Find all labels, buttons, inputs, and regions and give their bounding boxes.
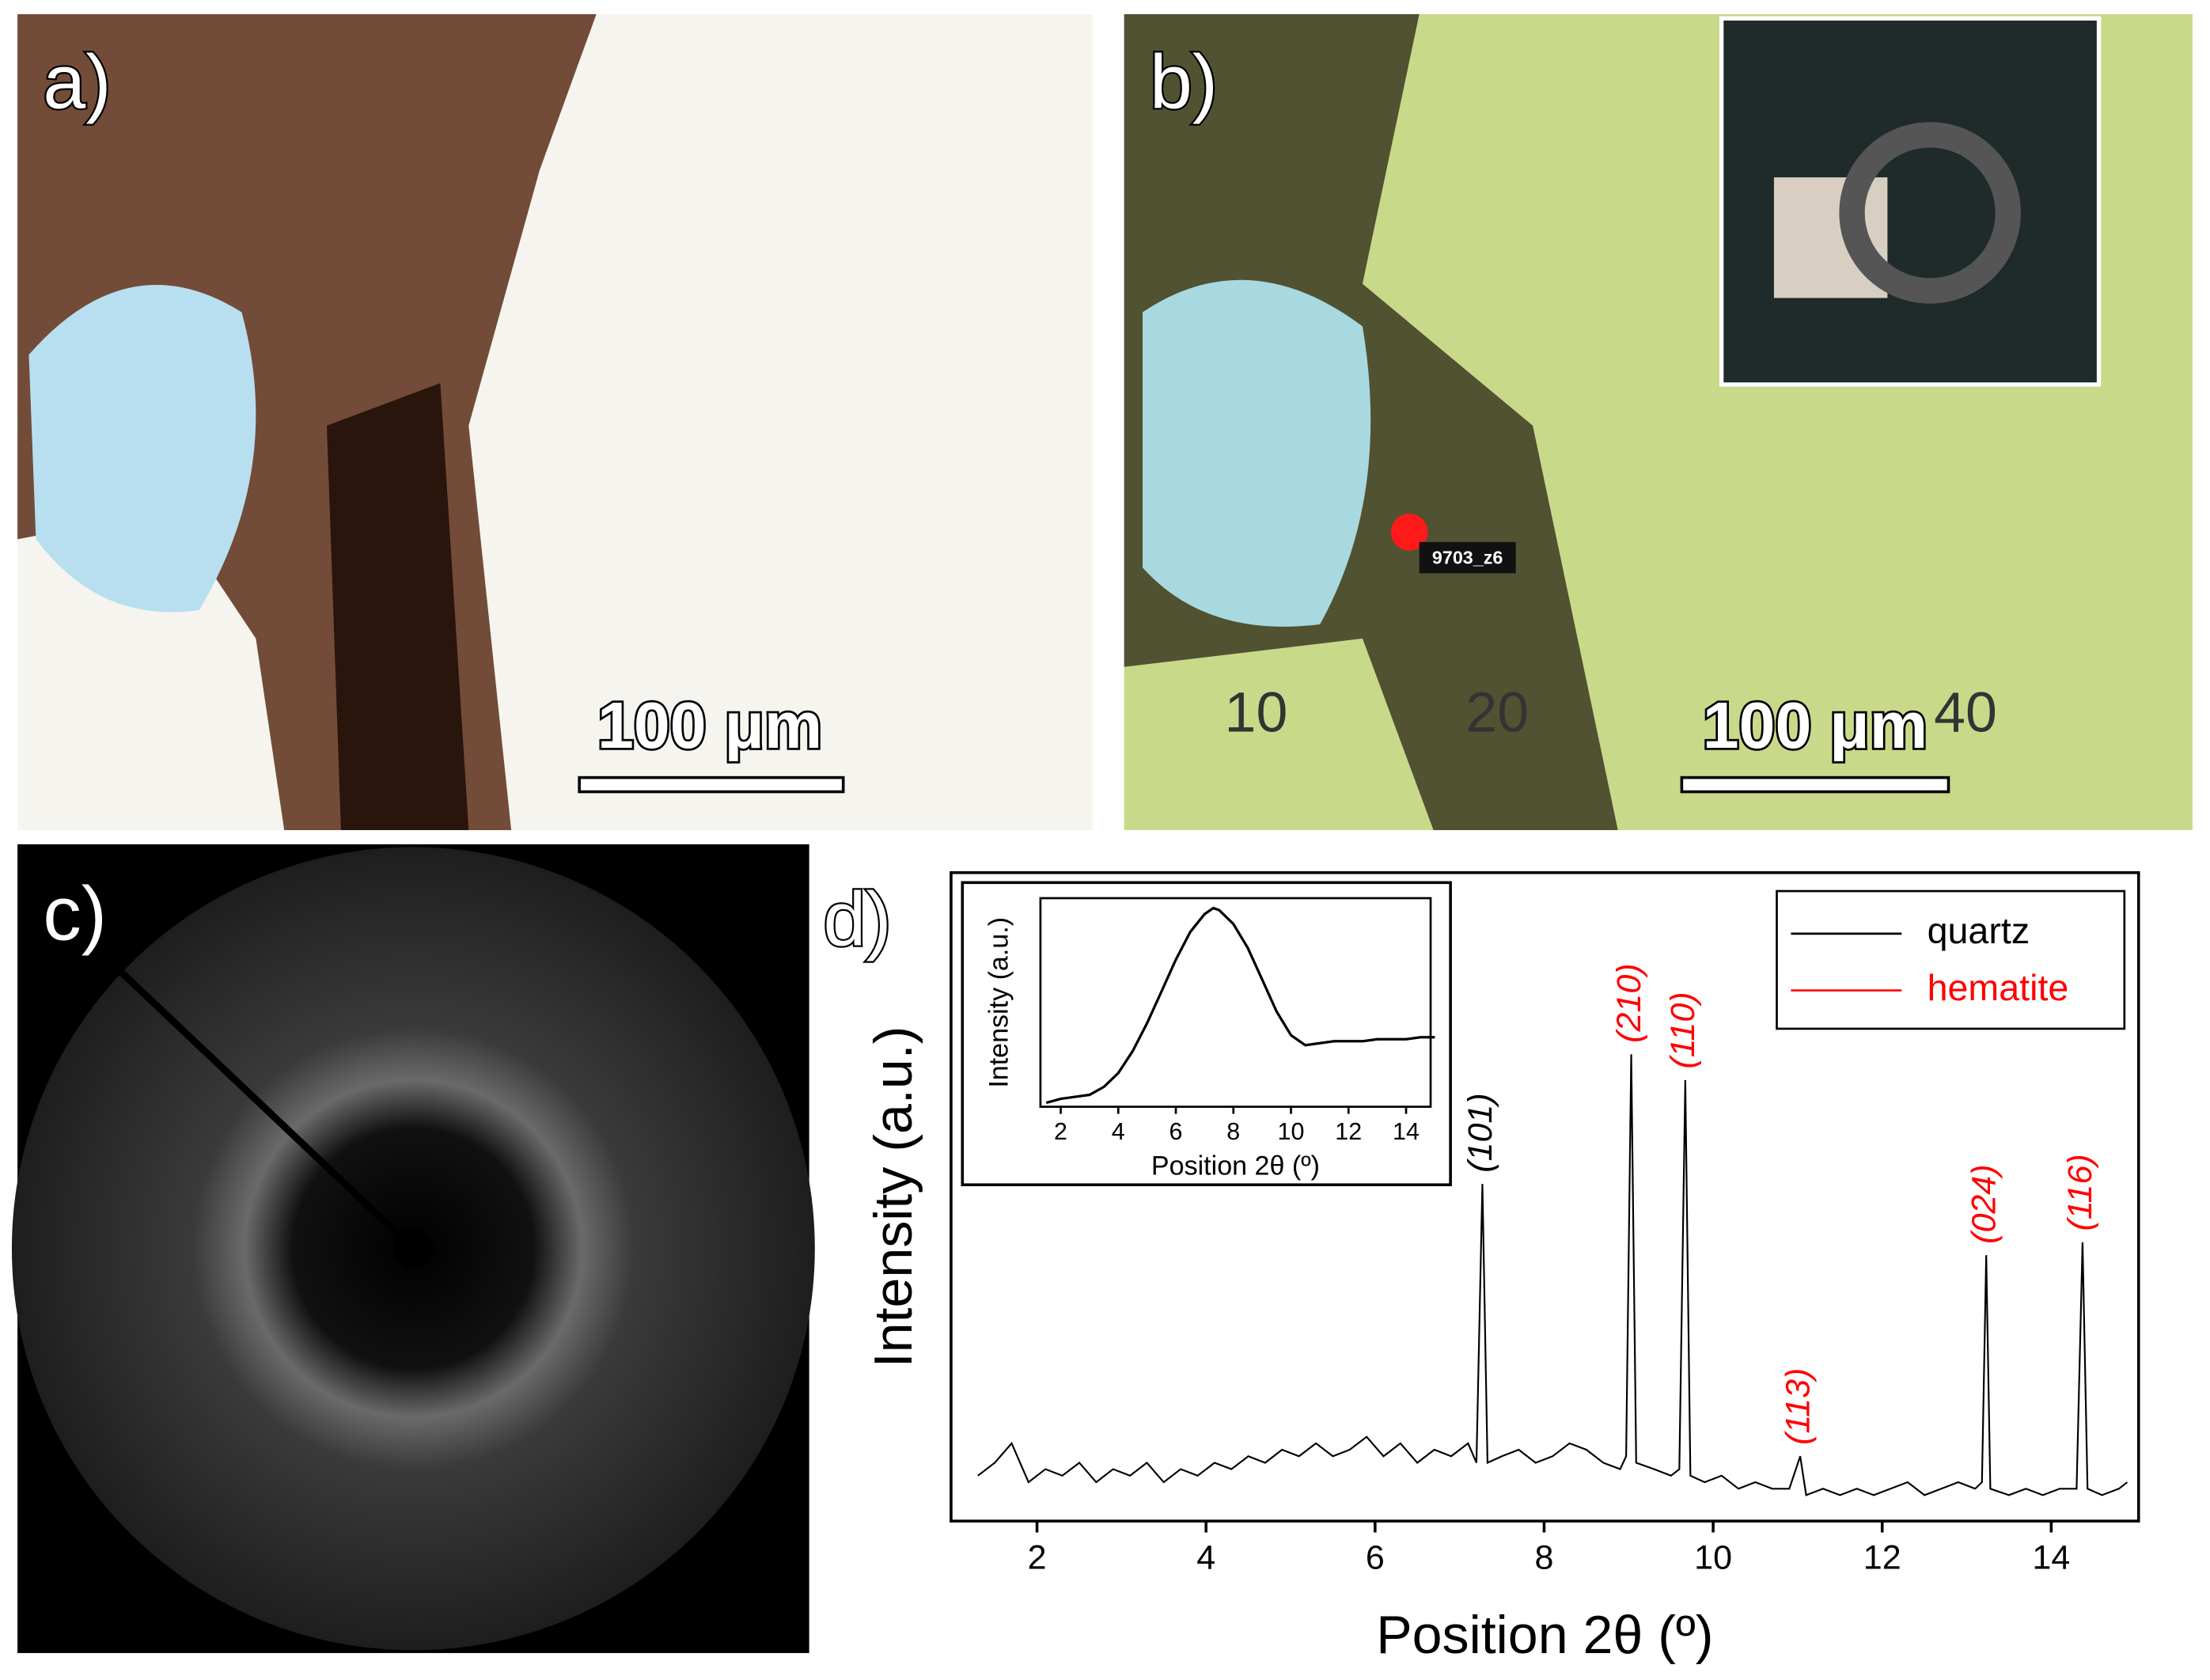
- beam-stop-center: [393, 1228, 434, 1269]
- plot-frame: [1039, 897, 1432, 1108]
- peak-label: (101): [1461, 1093, 1499, 1172]
- data-line: [1045, 906, 1435, 1105]
- beam-stop: [118, 969, 416, 1252]
- point-label: 9703_z6: [1432, 548, 1503, 568]
- dark-region: [1124, 13, 1618, 830]
- x-tick-label: 6: [1169, 1118, 1183, 1145]
- x-tick-label: 10: [1694, 1538, 1732, 1576]
- x-tick-label: 2: [1028, 1538, 1047, 1576]
- panel-label: b): [1150, 39, 1218, 125]
- y-axis-label: Intensity (a.u.): [863, 1026, 923, 1368]
- panel-b: 9703_z6 10 20 40 b) 100 μm: [1124, 13, 2193, 830]
- crystal: [1143, 279, 1371, 627]
- x-tick-label: 14: [2032, 1538, 2070, 1576]
- goniometer: [1839, 122, 2021, 304]
- ruler-label: 40: [1934, 681, 1997, 744]
- x-tick-label: 6: [1366, 1538, 1385, 1576]
- x-tick-label: 2: [1054, 1118, 1067, 1145]
- x-tick-label: 8: [1534, 1538, 1553, 1576]
- x-tick-label: 8: [1226, 1118, 1240, 1145]
- x-tick-label: 12: [1863, 1538, 1901, 1576]
- ruler-label: 20: [1465, 681, 1529, 744]
- x-axis-label: Position 2θ (º): [1376, 1605, 1713, 1665]
- scale-bar-label: 100 μm: [597, 689, 822, 762]
- panel-a: a) 100 μm: [17, 13, 1094, 830]
- measurement-point: [1390, 514, 1428, 551]
- panel-d: d) 2 4 6 8 10 12 14 Position 2θ (º) Intensity (a…: [821, 870, 2140, 1665]
- scale-bar-label: 100 μm: [1703, 689, 1928, 762]
- x-tick-label: 4: [1196, 1538, 1215, 1576]
- x-tick-label: 4: [1112, 1118, 1125, 1145]
- peak-label: (113): [1779, 1368, 1817, 1445]
- scale-bar: [1680, 776, 1950, 794]
- data-line: [977, 1054, 2128, 1496]
- legend-box: [1776, 889, 2126, 1030]
- y-axis-label: Intensity (a.u.): [984, 917, 1014, 1088]
- peak-label: (210): [1610, 963, 1648, 1042]
- panel-label: c): [43, 870, 107, 956]
- peak-label: (024): [1965, 1164, 2003, 1243]
- scale-bar: [578, 776, 845, 794]
- panel-label: a): [43, 39, 111, 125]
- legend-label: hematite: [1928, 967, 2069, 1008]
- inset-photo: [1719, 16, 2102, 387]
- x-axis-label: Position 2θ (º): [1151, 1151, 1320, 1181]
- crystal: [28, 284, 256, 612]
- x-tick-label: 10: [1278, 1118, 1305, 1145]
- point-label-box: [1419, 541, 1516, 574]
- peak-label: (110): [1664, 992, 1702, 1068]
- panel-label: d): [824, 876, 892, 962]
- legend-label: quartz: [1928, 910, 2030, 951]
- peak-label: (116): [2061, 1154, 2099, 1231]
- ruler-label: 10: [1225, 681, 1288, 744]
- x-tick-label: 12: [1335, 1118, 1362, 1145]
- dark-grain: [326, 383, 469, 830]
- panel-c: c): [11, 844, 815, 1653]
- x-tick-label: 14: [1393, 1118, 1420, 1145]
